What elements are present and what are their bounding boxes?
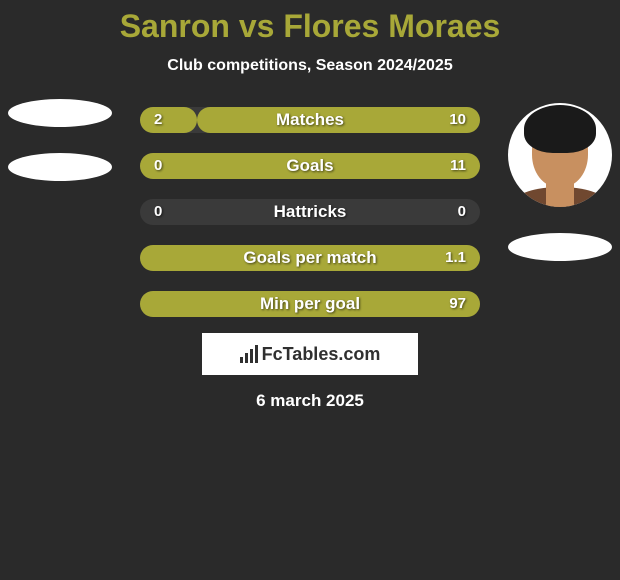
- logo-text: FcTables.com: [262, 344, 381, 365]
- logo-bars-icon: [240, 345, 258, 363]
- comparison-subtitle: Club competitions, Season 2024/2025: [0, 57, 620, 75]
- player-left-column: [8, 103, 112, 181]
- stat-label: Goals: [140, 149, 480, 183]
- stat-value-right: 0: [458, 195, 466, 229]
- stats-container: 2Matches100Goals110Hattricks0Goals per m…: [140, 103, 480, 321]
- player-right-column: [508, 103, 612, 261]
- stat-label: Min per goal: [140, 287, 480, 321]
- stat-value-right: 1.1: [445, 241, 466, 275]
- stat-value-right: 97: [449, 287, 466, 321]
- comparison-title: Sanron vs Flores Moraes: [0, 0, 620, 45]
- stat-value-right: 10: [449, 103, 466, 137]
- player-left-name-placeholder: [8, 153, 112, 181]
- stat-row: 0Goals11: [140, 149, 480, 183]
- stat-label: Matches: [140, 103, 480, 137]
- stat-row: 0Hattricks0: [140, 195, 480, 229]
- stat-row: Min per goal97: [140, 287, 480, 321]
- logo-box: FcTables.com: [202, 333, 418, 375]
- avatar-hair: [524, 105, 596, 153]
- stat-label: Hattricks: [140, 195, 480, 229]
- comparison-date: 6 march 2025: [0, 391, 620, 411]
- logo: FcTables.com: [240, 344, 381, 365]
- player-right-avatar: [508, 103, 612, 207]
- stat-row: Goals per match1.1: [140, 241, 480, 275]
- stat-value-right: 11: [450, 149, 466, 183]
- player-left-avatar-placeholder: [8, 99, 112, 127]
- comparison-body: 2Matches100Goals110Hattricks0Goals per m…: [0, 103, 620, 411]
- player-right-name-placeholder: [508, 233, 612, 261]
- stat-row: 2Matches10: [140, 103, 480, 137]
- stat-label: Goals per match: [140, 241, 480, 275]
